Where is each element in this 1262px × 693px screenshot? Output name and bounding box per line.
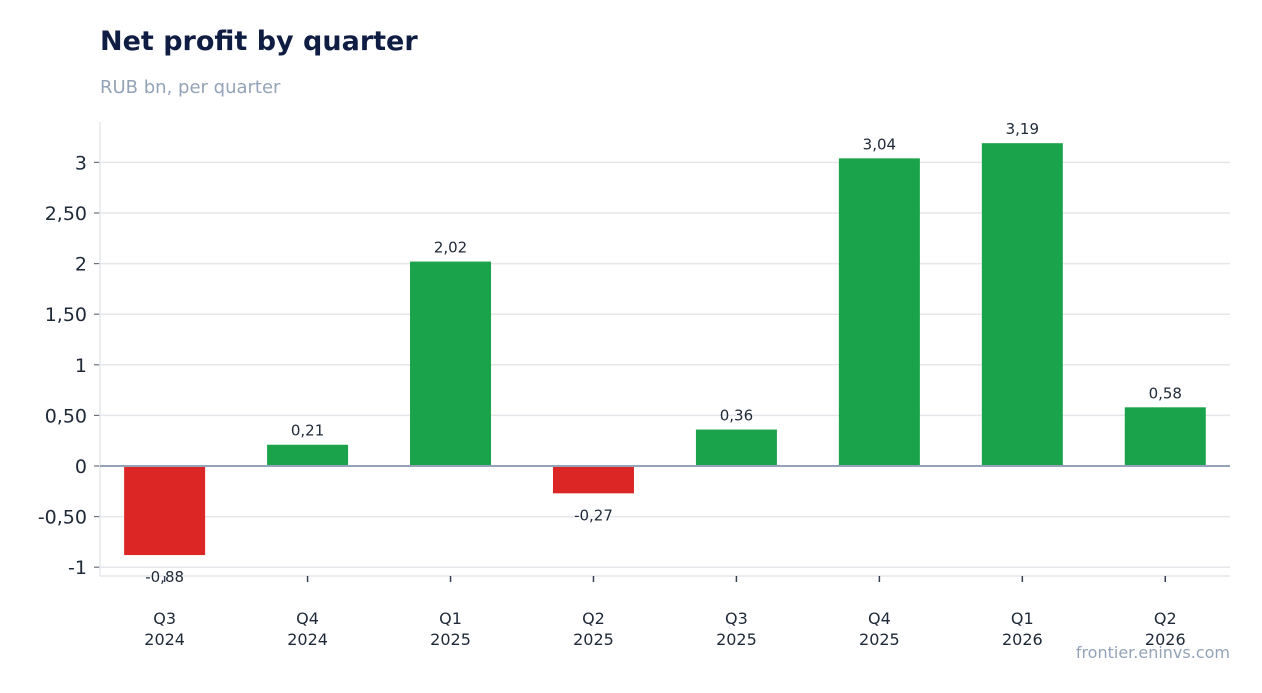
bar (267, 444, 349, 466)
bar (981, 143, 1063, 466)
y-tick-label: 2 (75, 254, 87, 276)
x-tick-label-year: 2025 (716, 630, 757, 649)
y-tick-label: 3 (75, 152, 87, 174)
x-tick-label-year: 2026 (1145, 630, 1186, 649)
x-tick-label-year: 2025 (859, 630, 900, 649)
data-label: 2,02 (434, 239, 467, 257)
labels: 3 2,50 2 1,50 1 0,50 0 -0,50 -1 -0,88 Q3 2024 0,21 Q4… (38, 120, 1186, 649)
x-tick-label-quarter: Q2 (582, 609, 605, 628)
bar (838, 158, 920, 467)
data-label: -0,88 (145, 568, 184, 586)
bar (410, 261, 492, 466)
y-tick-label: 1 (75, 355, 87, 377)
x-tick-label-year: 2025 (430, 630, 471, 649)
data-label: -0,27 (574, 506, 613, 524)
x-tick-label-quarter: Q3 (153, 609, 176, 628)
bars (124, 143, 1206, 556)
chart-title: Net profit by quarter (100, 26, 418, 57)
data-label: 3,04 (863, 135, 896, 153)
source-credit: frontier.eninvs.com (1075, 643, 1230, 662)
data-label: 0,21 (291, 422, 324, 440)
data-label: 0,36 (720, 407, 753, 425)
x-tick-label-year: 2025 (573, 630, 614, 649)
x-tick-label-quarter: Q3 (725, 609, 748, 628)
y-tick-label: -1 (68, 557, 87, 579)
y-tick-label: -0,50 (38, 507, 87, 529)
data-label: 3,19 (1006, 120, 1039, 138)
x-tick-label-year: 2026 (1002, 630, 1043, 649)
x-tick-label-quarter: Q1 (439, 609, 462, 628)
y-tick-label: 2,50 (45, 203, 87, 225)
x-tick-label-year: 2024 (287, 630, 328, 649)
y-tick-label: 1,50 (45, 304, 87, 326)
bar (552, 466, 634, 494)
bar (1124, 407, 1206, 466)
x-tick-label-quarter: Q1 (1011, 609, 1034, 628)
bar (695, 429, 777, 466)
x-tick-label-quarter: Q4 (296, 609, 319, 628)
x-tick-label-quarter: Q4 (868, 609, 891, 628)
x-tick-label-quarter: Q2 (1154, 609, 1177, 628)
x-tick-label-year: 2024 (144, 630, 185, 649)
y-tick-label: 0,50 (45, 405, 87, 427)
chart-subtitle: RUB bn, per quarter (100, 77, 281, 98)
y-tick-label: 0 (75, 456, 87, 478)
bar (124, 466, 206, 556)
axes (94, 122, 1230, 582)
data-label: 0,58 (1149, 384, 1182, 402)
